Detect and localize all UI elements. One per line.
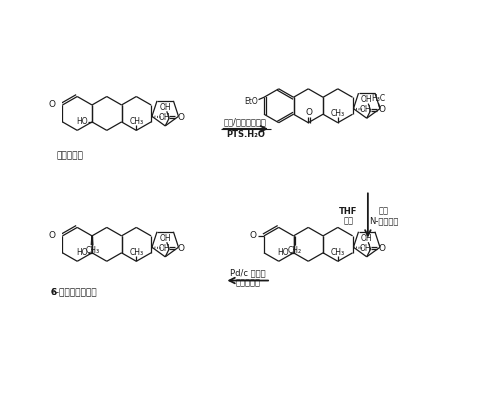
Text: 甲醇: 甲醇 [378,207,388,216]
Text: O: O [177,113,184,122]
Text: 乙醒/原甲酸三乙酯: 乙醒/原甲酸三乙酯 [224,118,267,126]
Text: CH₃: CH₃ [86,246,100,255]
Text: HO: HO [76,117,88,126]
Text: O: O [379,105,386,114]
Text: CH₃: CH₃ [129,117,143,126]
Text: OH: OH [159,244,170,252]
Text: PTS.H₂O: PTS.H₂O [226,130,265,139]
Text: CH₂: CH₂ [287,246,301,255]
Text: CH₃: CH₃ [129,248,143,256]
Text: O: O [249,231,257,240]
Text: CH₃: CH₃ [331,248,345,256]
Text: 氮化可的松: 氮化可的松 [56,151,83,160]
Text: O: O [379,244,386,253]
Text: O: O [306,108,313,117]
Text: Pd/c 环己烯: Pd/c 环己烯 [230,268,266,277]
Text: O: O [48,231,55,240]
Text: 6: 6 [50,288,56,296]
Text: 6-甲基氮化可的松: 6-甲基氮化可的松 [50,288,97,296]
Text: N-甲基苯胺: N-甲基苯胺 [369,216,398,225]
Text: HO: HO [278,248,289,256]
Text: O: O [48,100,55,110]
Text: CH₃: CH₃ [331,109,345,118]
Text: OH: OH [361,95,372,104]
Text: OH: OH [160,234,171,243]
Text: H₃C: H₃C [371,94,385,103]
Text: O: O [177,244,184,253]
Text: 乙醒、盐酸: 乙醒、盐酸 [235,278,260,287]
Text: OH: OH [360,105,371,114]
Text: HO: HO [76,248,88,256]
Text: OH: OH [361,234,372,243]
Text: EtO: EtO [244,97,258,106]
Text: 盐酸: 盐酸 [343,216,354,225]
Text: OH: OH [360,244,371,252]
Text: THF: THF [339,207,358,216]
Text: OH: OH [160,103,171,112]
Text: OH: OH [159,113,170,122]
